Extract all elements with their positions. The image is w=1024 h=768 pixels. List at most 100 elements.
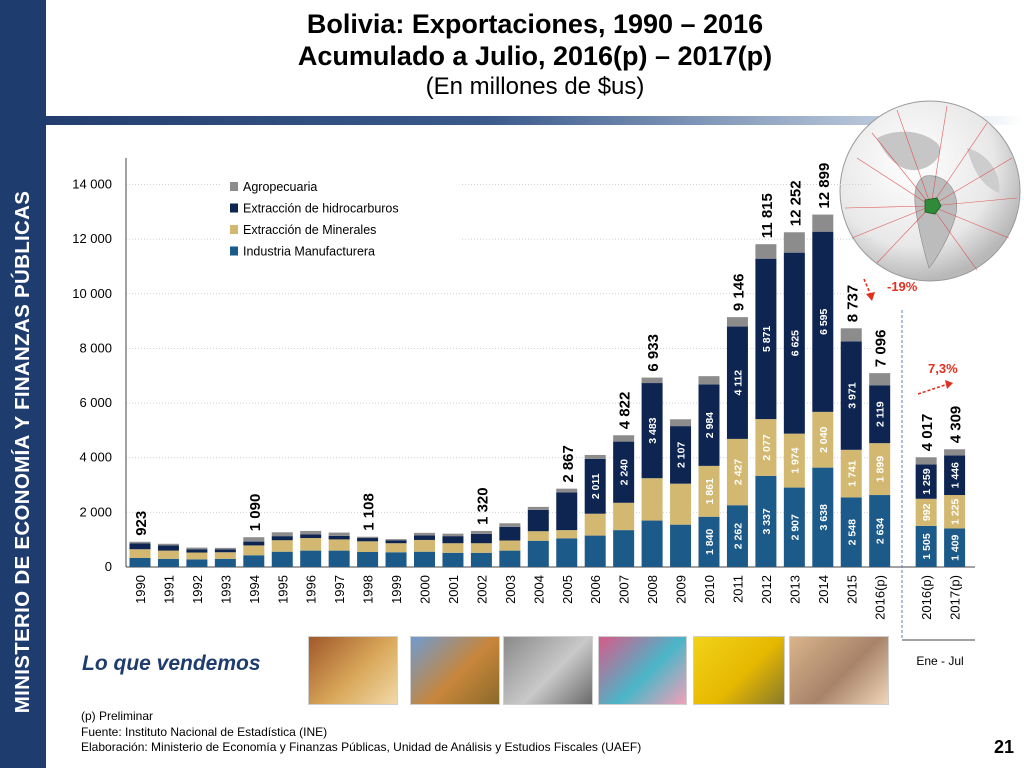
segment-value-label: 1 409: [950, 534, 962, 560]
x-tick-label: 1998: [361, 575, 376, 604]
bar-segment: [670, 524, 692, 567]
bar-segment: [499, 526, 521, 541]
segment-value-label: 1 225: [950, 498, 962, 524]
x-tick-label: 1995: [275, 575, 290, 604]
segment-value-label: 1 861: [704, 478, 716, 504]
annotation-rise-2017: 7,3%: [928, 361, 958, 376]
bar-segment: [470, 552, 492, 567]
x-tick-label: 2013: [787, 575, 802, 604]
bar-total-label: 12 252: [787, 180, 804, 226]
bar-segment: [944, 528, 966, 567]
bar-segment: [243, 555, 265, 567]
bar-total-label: 2 867: [560, 445, 577, 483]
bar-total-label: 8 737: [844, 285, 861, 323]
bar-segment: [129, 543, 151, 550]
segment-value-label: 2 107: [676, 442, 688, 468]
bar-segment: [300, 550, 322, 567]
bar-segment: [527, 509, 549, 532]
bar-segment: [442, 552, 464, 567]
photo-textile-tags: [598, 636, 687, 705]
bar-segment: [328, 539, 350, 551]
bar-segment: [641, 383, 663, 479]
bar-segment: [812, 214, 834, 232]
bar-segment: [670, 483, 692, 525]
segment-value-label: 6 625: [789, 330, 801, 356]
bar-segment: [385, 543, 407, 553]
footer-elaboracion: Elaboración: Ministerio de Economía y Fi…: [81, 740, 642, 754]
bar-segment: [698, 376, 720, 385]
bar-segment: [442, 533, 464, 537]
bar-segment: [783, 252, 805, 434]
segment-value-label: 2 427: [732, 459, 744, 485]
bar-segment: [556, 492, 578, 531]
x-tick-label: 1990: [133, 575, 148, 604]
photo-factory-workers: [789, 636, 889, 705]
bar-total-label: 11 815: [759, 193, 776, 238]
bar-segment: [300, 534, 322, 539]
segment-value-label: 4 112: [732, 370, 744, 396]
bar-segment: [414, 532, 435, 536]
bar-segment: [869, 495, 891, 567]
x-tick-label: 2011: [730, 575, 745, 603]
bar-segment: [186, 547, 208, 550]
bar-segment: [470, 543, 492, 553]
group-note-ene-jul: Ene - Jul: [916, 654, 964, 668]
legend-box: [222, 176, 462, 262]
bar-segment: [812, 411, 834, 468]
bar-segment: [499, 540, 521, 551]
sidebar-band: MINISTERIO DE ECONOMÍA Y FINANZAS PÚBLIC…: [0, 0, 46, 768]
bar-segment: [499, 523, 521, 527]
photo-metal-ingots: [503, 636, 593, 705]
bar-total-label: 12 899: [816, 163, 833, 209]
bar-segment: [442, 543, 464, 553]
bar-segment: [157, 558, 179, 567]
x-tick-label: 2009: [674, 575, 689, 604]
bar-segment: [613, 435, 635, 442]
y-tick-label: 8 000: [79, 340, 112, 355]
x-tick-label: 2012: [759, 575, 774, 604]
annotation-arrow-up-head: [945, 380, 953, 389]
x-tick-label: 2010: [702, 575, 717, 604]
y-tick-label: 2 000: [79, 504, 112, 519]
y-tick-label: 4 000: [79, 450, 112, 465]
bar-segment: [186, 552, 208, 560]
bar-segment: [613, 530, 635, 567]
x-tick-label: 2014: [816, 575, 831, 604]
bar-segment: [157, 550, 179, 559]
segment-value-label: 6 595: [818, 308, 830, 334]
bar-segment: [271, 532, 293, 537]
x-tick-label: 1992: [190, 575, 205, 604]
chart-title: Bolivia: Exportaciones, 1990 – 2016: [306, 9, 764, 39]
x-tick-label: 1997: [332, 575, 347, 604]
bar-segment: [670, 419, 692, 427]
globe-icon: [839, 100, 1021, 282]
bar-segment: [357, 541, 379, 552]
segment-value-label: 1 505: [921, 533, 933, 559]
segment-value-label: 3 971: [846, 382, 858, 408]
bar-segment: [328, 535, 350, 540]
bar-segment: [214, 552, 236, 559]
bar-segment: [556, 538, 578, 567]
bar-segment: [869, 385, 891, 444]
bar-segment: [641, 377, 663, 384]
bar-segment: [414, 551, 435, 567]
segment-value-label: 2 240: [619, 459, 631, 485]
bar-segment: [584, 454, 606, 459]
bar-segment: [915, 525, 937, 567]
segment-value-label: 1 840: [704, 529, 716, 555]
bar-segment: [783, 433, 805, 488]
x-tick-label: 2000: [418, 575, 433, 604]
bar-segment: [556, 530, 578, 539]
bar-segment: [271, 551, 293, 567]
y-tick-label: 12 000: [72, 231, 112, 246]
segment-value-label: 2 907: [789, 514, 801, 540]
bar-segment: [726, 438, 748, 506]
annotation-arrow-up: [917, 383, 949, 395]
legend-swatch: [230, 182, 238, 191]
x-tick-label: 2005: [560, 575, 575, 604]
bar-segment: [840, 449, 862, 498]
photo-gas-cylinders: [693, 636, 785, 705]
bar-total-label: 1 090: [247, 494, 264, 532]
bar-segment: [726, 505, 748, 567]
